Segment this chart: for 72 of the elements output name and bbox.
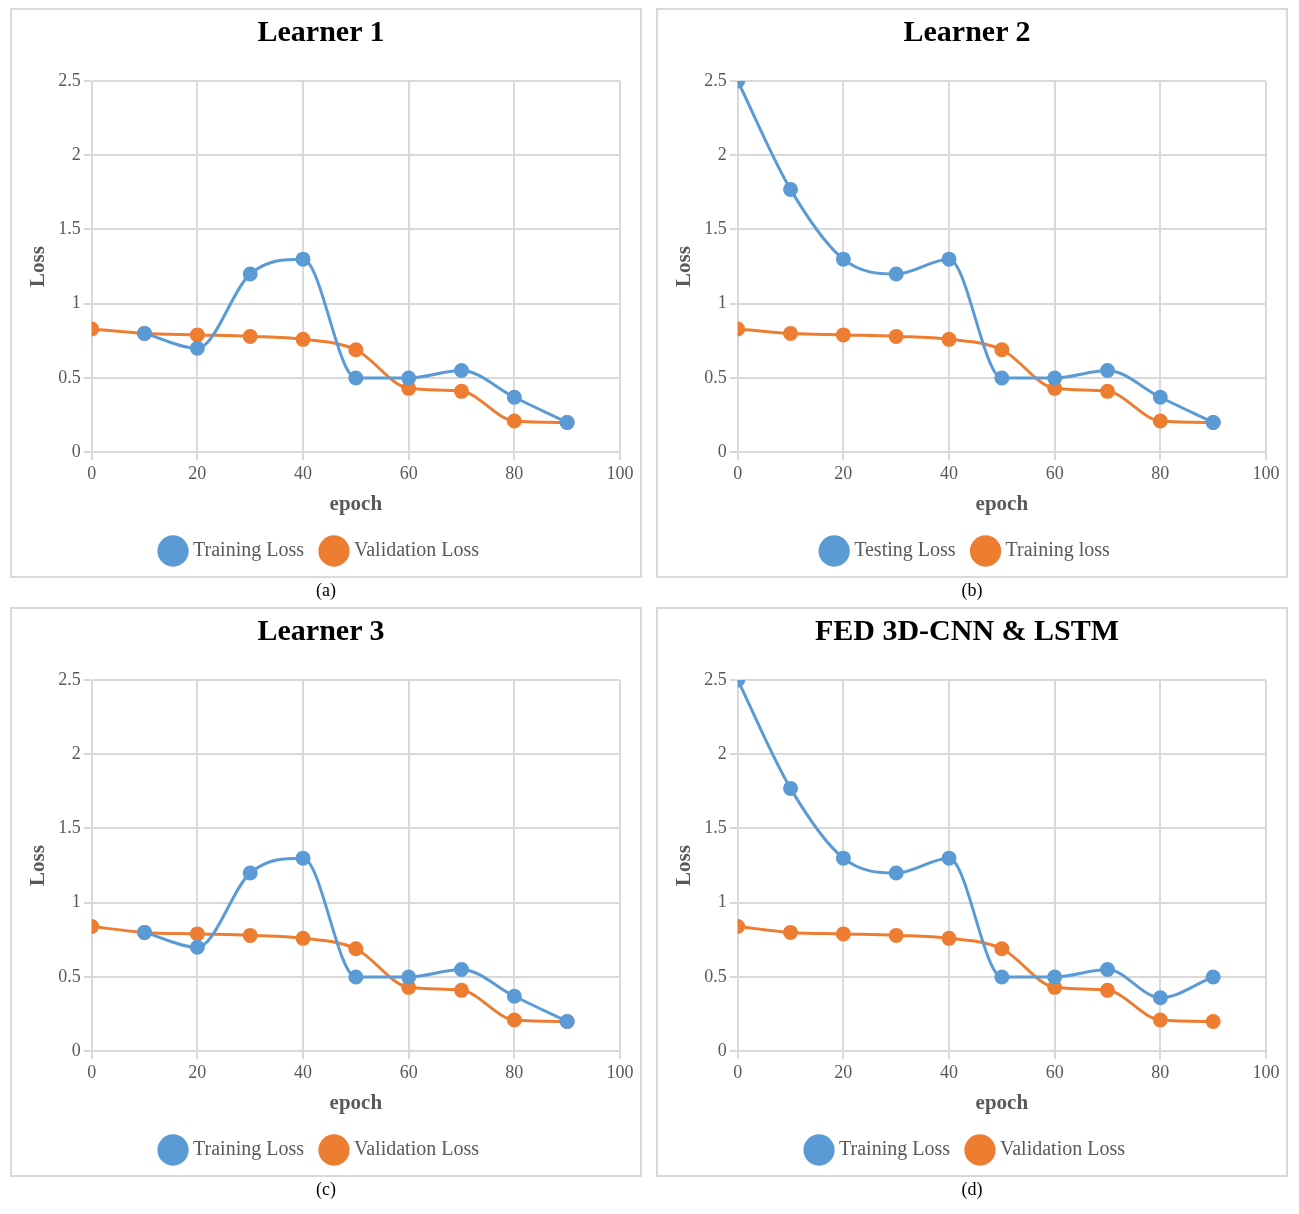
y-tick-label: 2 bbox=[71, 742, 81, 763]
x-tick-label: 60 bbox=[1045, 462, 1064, 483]
text: (d) bbox=[961, 1179, 983, 1200]
y-tick-label: 0.5 bbox=[704, 965, 727, 986]
x-axis-title: epoch bbox=[329, 1089, 383, 1114]
y-tick-label: 1.5 bbox=[58, 817, 81, 838]
y-tick-label: 0 bbox=[71, 1039, 81, 1060]
y-tick-label: 0.5 bbox=[58, 965, 81, 986]
x-tick-label: 40 bbox=[294, 462, 313, 483]
x-tick-label: 20 bbox=[834, 462, 853, 483]
y-axis-title: Loss bbox=[671, 246, 696, 288]
chart-title: Learner 1 bbox=[257, 13, 385, 47]
text: (b) bbox=[961, 580, 983, 601]
x-tick-label: 20 bbox=[188, 1061, 207, 1082]
y-tick-label: 2.5 bbox=[58, 69, 81, 90]
x-tick-label: 80 bbox=[1151, 462, 1170, 483]
x-tick-label: 60 bbox=[399, 1061, 418, 1082]
y-tick-label: 2 bbox=[717, 742, 727, 763]
y-tick-label: 1.5 bbox=[704, 817, 727, 838]
chart-title: Learner 2 bbox=[903, 13, 1031, 47]
y-axis-title: Loss bbox=[25, 845, 50, 887]
x-tick-label: 20 bbox=[834, 1061, 853, 1082]
legend-label: Validation Loss bbox=[353, 538, 480, 561]
legend-label: Testing Loss bbox=[854, 538, 956, 562]
chart-title: FED 3D-CNN & LSTM bbox=[814, 612, 1120, 646]
text: (c) bbox=[316, 1179, 336, 1200]
x-tick-label: 0 bbox=[87, 1061, 97, 1082]
x-tick-label: 0 bbox=[733, 462, 743, 483]
y-tick-label: 2 bbox=[71, 143, 81, 164]
y-tick-label: 1 bbox=[71, 292, 81, 313]
text: (a) bbox=[316, 580, 336, 601]
x-tick-label: 100 bbox=[1252, 462, 1280, 483]
y-tick-label: 1.5 bbox=[704, 218, 727, 239]
y-tick-label: 1 bbox=[717, 891, 727, 912]
x-tick-label: 100 bbox=[1252, 1061, 1280, 1082]
x-tick-label: 60 bbox=[399, 462, 418, 483]
legend-label: Validation Loss bbox=[999, 1137, 1126, 1160]
legend-label: Training Loss bbox=[193, 538, 305, 562]
x-tick-label: 0 bbox=[733, 1061, 743, 1082]
x-tick-label: 100 bbox=[606, 462, 634, 483]
x-tick-label: 80 bbox=[1151, 1061, 1170, 1082]
chart-title: Learner 3 bbox=[257, 612, 385, 646]
y-tick-label: 1 bbox=[717, 292, 727, 313]
y-tick-label: 0.5 bbox=[704, 366, 727, 387]
x-tick-label: 100 bbox=[606, 1061, 634, 1082]
x-tick-label: 60 bbox=[1045, 1061, 1064, 1082]
x-tick-label: 40 bbox=[294, 1061, 313, 1082]
x-axis-title: epoch bbox=[975, 490, 1029, 515]
y-axis-title: Loss bbox=[25, 246, 50, 288]
legend-label: Training Loss bbox=[193, 1137, 305, 1161]
y-tick-label: 0 bbox=[717, 440, 727, 461]
x-tick-label: 40 bbox=[940, 1061, 959, 1082]
y-axis-title: Loss bbox=[671, 845, 696, 887]
y-tick-label: 1 bbox=[71, 891, 81, 912]
y-tick-label: 0.5 bbox=[58, 366, 81, 387]
y-tick-label: 2.5 bbox=[704, 668, 727, 689]
y-tick-label: 2.5 bbox=[58, 668, 81, 689]
x-tick-label: 80 bbox=[505, 462, 524, 483]
legend-label: Training Loss bbox=[839, 1137, 951, 1161]
y-tick-label: 2.5 bbox=[704, 69, 727, 90]
x-tick-label: 0 bbox=[87, 462, 97, 483]
y-tick-label: 0 bbox=[717, 1039, 727, 1060]
x-tick-label: 80 bbox=[505, 1061, 524, 1082]
y-tick-label: 2 bbox=[717, 143, 727, 164]
x-tick-label: 20 bbox=[188, 462, 207, 483]
legend-label: Validation Loss bbox=[353, 1137, 480, 1160]
x-axis-title: epoch bbox=[975, 1089, 1029, 1114]
y-tick-label: 1.5 bbox=[58, 218, 81, 239]
legend-label: Training loss bbox=[1005, 538, 1111, 562]
x-tick-label: 40 bbox=[940, 462, 959, 483]
x-axis-title: epoch bbox=[329, 490, 383, 515]
y-tick-label: 0 bbox=[71, 440, 81, 461]
